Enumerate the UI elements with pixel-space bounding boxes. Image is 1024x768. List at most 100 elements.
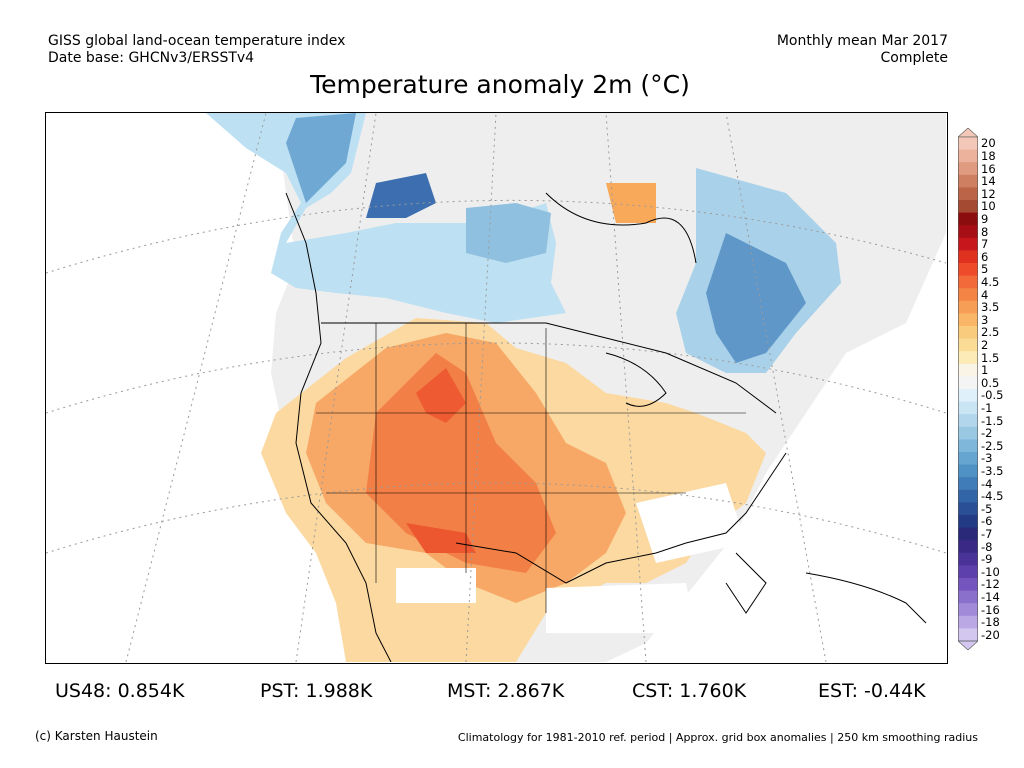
colorbar-swatch [958, 464, 978, 478]
colorbar-swatch [958, 515, 978, 529]
missing-data-areas [396, 483, 746, 633]
colorbar-tick-label: -18 [981, 615, 1000, 630]
colorbar-tick-label: 10 [981, 199, 996, 214]
colorbar-tick-label: 2 [981, 337, 989, 352]
header-left: GISS global land-ocean temperature index… [48, 33, 345, 67]
colorbar-tick-label: -8 [981, 539, 993, 554]
colorbar-swatch [958, 439, 978, 453]
colorbar-tick-label: 2.5 [981, 325, 1000, 340]
stat-mst: MST: 2.867K [447, 680, 565, 702]
colorbar-swatch [958, 552, 978, 566]
colorbar-tick-label: 14 [981, 174, 996, 189]
colorbar-swatch [958, 565, 978, 579]
colorbar-swatch [958, 149, 978, 163]
colorbar-tick-label: 3.5 [981, 300, 1000, 315]
colorbar-swatch [958, 200, 978, 214]
completeness-label: Complete [880, 50, 948, 66]
colorbar-tick-label: -14 [981, 589, 1000, 604]
colorbar-tick-label: 1.5 [981, 350, 1000, 365]
colorbar-top-arrow [958, 128, 978, 138]
colorbar-tick-label: 4.5 [981, 274, 1000, 289]
colorbar-swatch [958, 603, 978, 617]
graticule [46, 113, 946, 662]
colorbar-tick-label: 6 [981, 249, 989, 264]
colorbar-swatch [958, 351, 978, 365]
cold-anomaly-regions [206, 113, 841, 373]
stat-us48: US48: 0.854K [55, 680, 185, 702]
colorbar-tick-label: 4 [981, 287, 989, 302]
credit-text: (c) Karsten Haustein [35, 729, 158, 743]
colorbar-swatch [958, 414, 978, 428]
colorbar-tick-label: -4.5 [981, 489, 1004, 504]
colorbar-tick-label: 20 [981, 136, 996, 151]
colorbar-tick-label: -1.5 [981, 413, 1004, 428]
anomaly-map [45, 112, 948, 664]
map-title: Temperature anomaly 2m (°C) [310, 70, 690, 99]
colorbar-swatch [958, 288, 978, 302]
colorbar-tick-label: 9 [981, 211, 989, 226]
colorbar-tick-label: -10 [981, 564, 1000, 579]
colorbar-tick-label: 3 [981, 312, 989, 327]
regional-stats: US48: 0.854K PST: 1.988K MST: 2.867K CST… [0, 680, 1024, 706]
header-right: Monthly mean Mar 2017 Complete [777, 33, 948, 67]
colorbar-tick-label: -20 [981, 627, 1000, 642]
colorbar-tick-label: 7 [981, 237, 989, 252]
colorbar-swatch [958, 389, 978, 403]
colorbar-swatch [958, 628, 978, 642]
footnote-text: Climatology for 1981-2010 ref. period | … [457, 731, 978, 744]
colorbar-swatch [958, 578, 978, 592]
colorbar-swatch [958, 489, 978, 503]
colorbar-swatch [958, 237, 978, 251]
colorbar-tick-label: -16 [981, 602, 1000, 617]
colorbar-tick-label: 16 [981, 161, 996, 176]
stat-pst: PST: 1.988K [260, 680, 373, 702]
colorbar-swatch [958, 313, 978, 327]
stat-est: EST: -0.44K [818, 680, 926, 702]
colorbar-swatch [958, 212, 978, 226]
colorbar-swatch [958, 174, 978, 188]
dataset-title: GISS global land-ocean temperature index [48, 33, 346, 49]
stat-cst: CST: 1.760K [632, 680, 747, 702]
period-label: Monthly mean Mar 2017 [776, 33, 948, 49]
colorbar-tick-label: -9 [981, 552, 993, 567]
colorbar-bottom-arrow [958, 640, 978, 650]
colorbar [958, 128, 978, 650]
colorbar-tick-label: 18 [981, 148, 996, 163]
colorbar-swatch [958, 225, 978, 239]
colorbar-tick-label: -0.5 [981, 388, 1004, 403]
colorbar-tick-label: 5 [981, 262, 989, 277]
colorbar-tick-label: 1 [981, 363, 989, 378]
colorbar-swatch [958, 162, 978, 176]
colorbar-swatch [958, 477, 978, 491]
database-label: Date base: GHCNv3/ERSSTv4 [48, 50, 255, 66]
colorbar-tick-label: -6 [981, 514, 993, 529]
colorbar-tick-label: -7 [981, 526, 993, 541]
colorbar-swatch [958, 376, 978, 390]
colorbar-swatch [958, 338, 978, 352]
colorbar-swatch [958, 263, 978, 277]
colorbar-swatch [958, 250, 978, 264]
colorbar-swatch [958, 363, 978, 377]
colorbar-tick-label: -3 [981, 451, 993, 466]
colorbar-tick-label: 8 [981, 224, 989, 239]
colorbar-frame [958, 136, 978, 642]
colorbar-swatch [958, 590, 978, 604]
colorbar-swatch [958, 187, 978, 201]
colorbar-tick-label: -2 [981, 426, 993, 441]
colorbar-swatch [958, 137, 978, 151]
colorbar-tick-label: -5 [981, 501, 993, 516]
colorbar-swatch [958, 527, 978, 541]
colorbar-tick-label: -4 [981, 476, 993, 491]
colorbar-swatch [958, 615, 978, 629]
boundaries [285, 192, 927, 662]
colorbar-swatch [958, 326, 978, 340]
warm-anomaly-quebec [606, 183, 656, 223]
colorbar-swatch [958, 540, 978, 554]
colorbar-tick-label: -2.5 [981, 438, 1004, 453]
colorbar-swatch [958, 300, 978, 314]
colorbar-swatch [958, 502, 978, 516]
colorbar-swatch [958, 426, 978, 440]
colorbar-tick-label: -12 [981, 577, 1000, 592]
colorbar-swatch [958, 452, 978, 466]
colorbar-swatch [958, 275, 978, 289]
